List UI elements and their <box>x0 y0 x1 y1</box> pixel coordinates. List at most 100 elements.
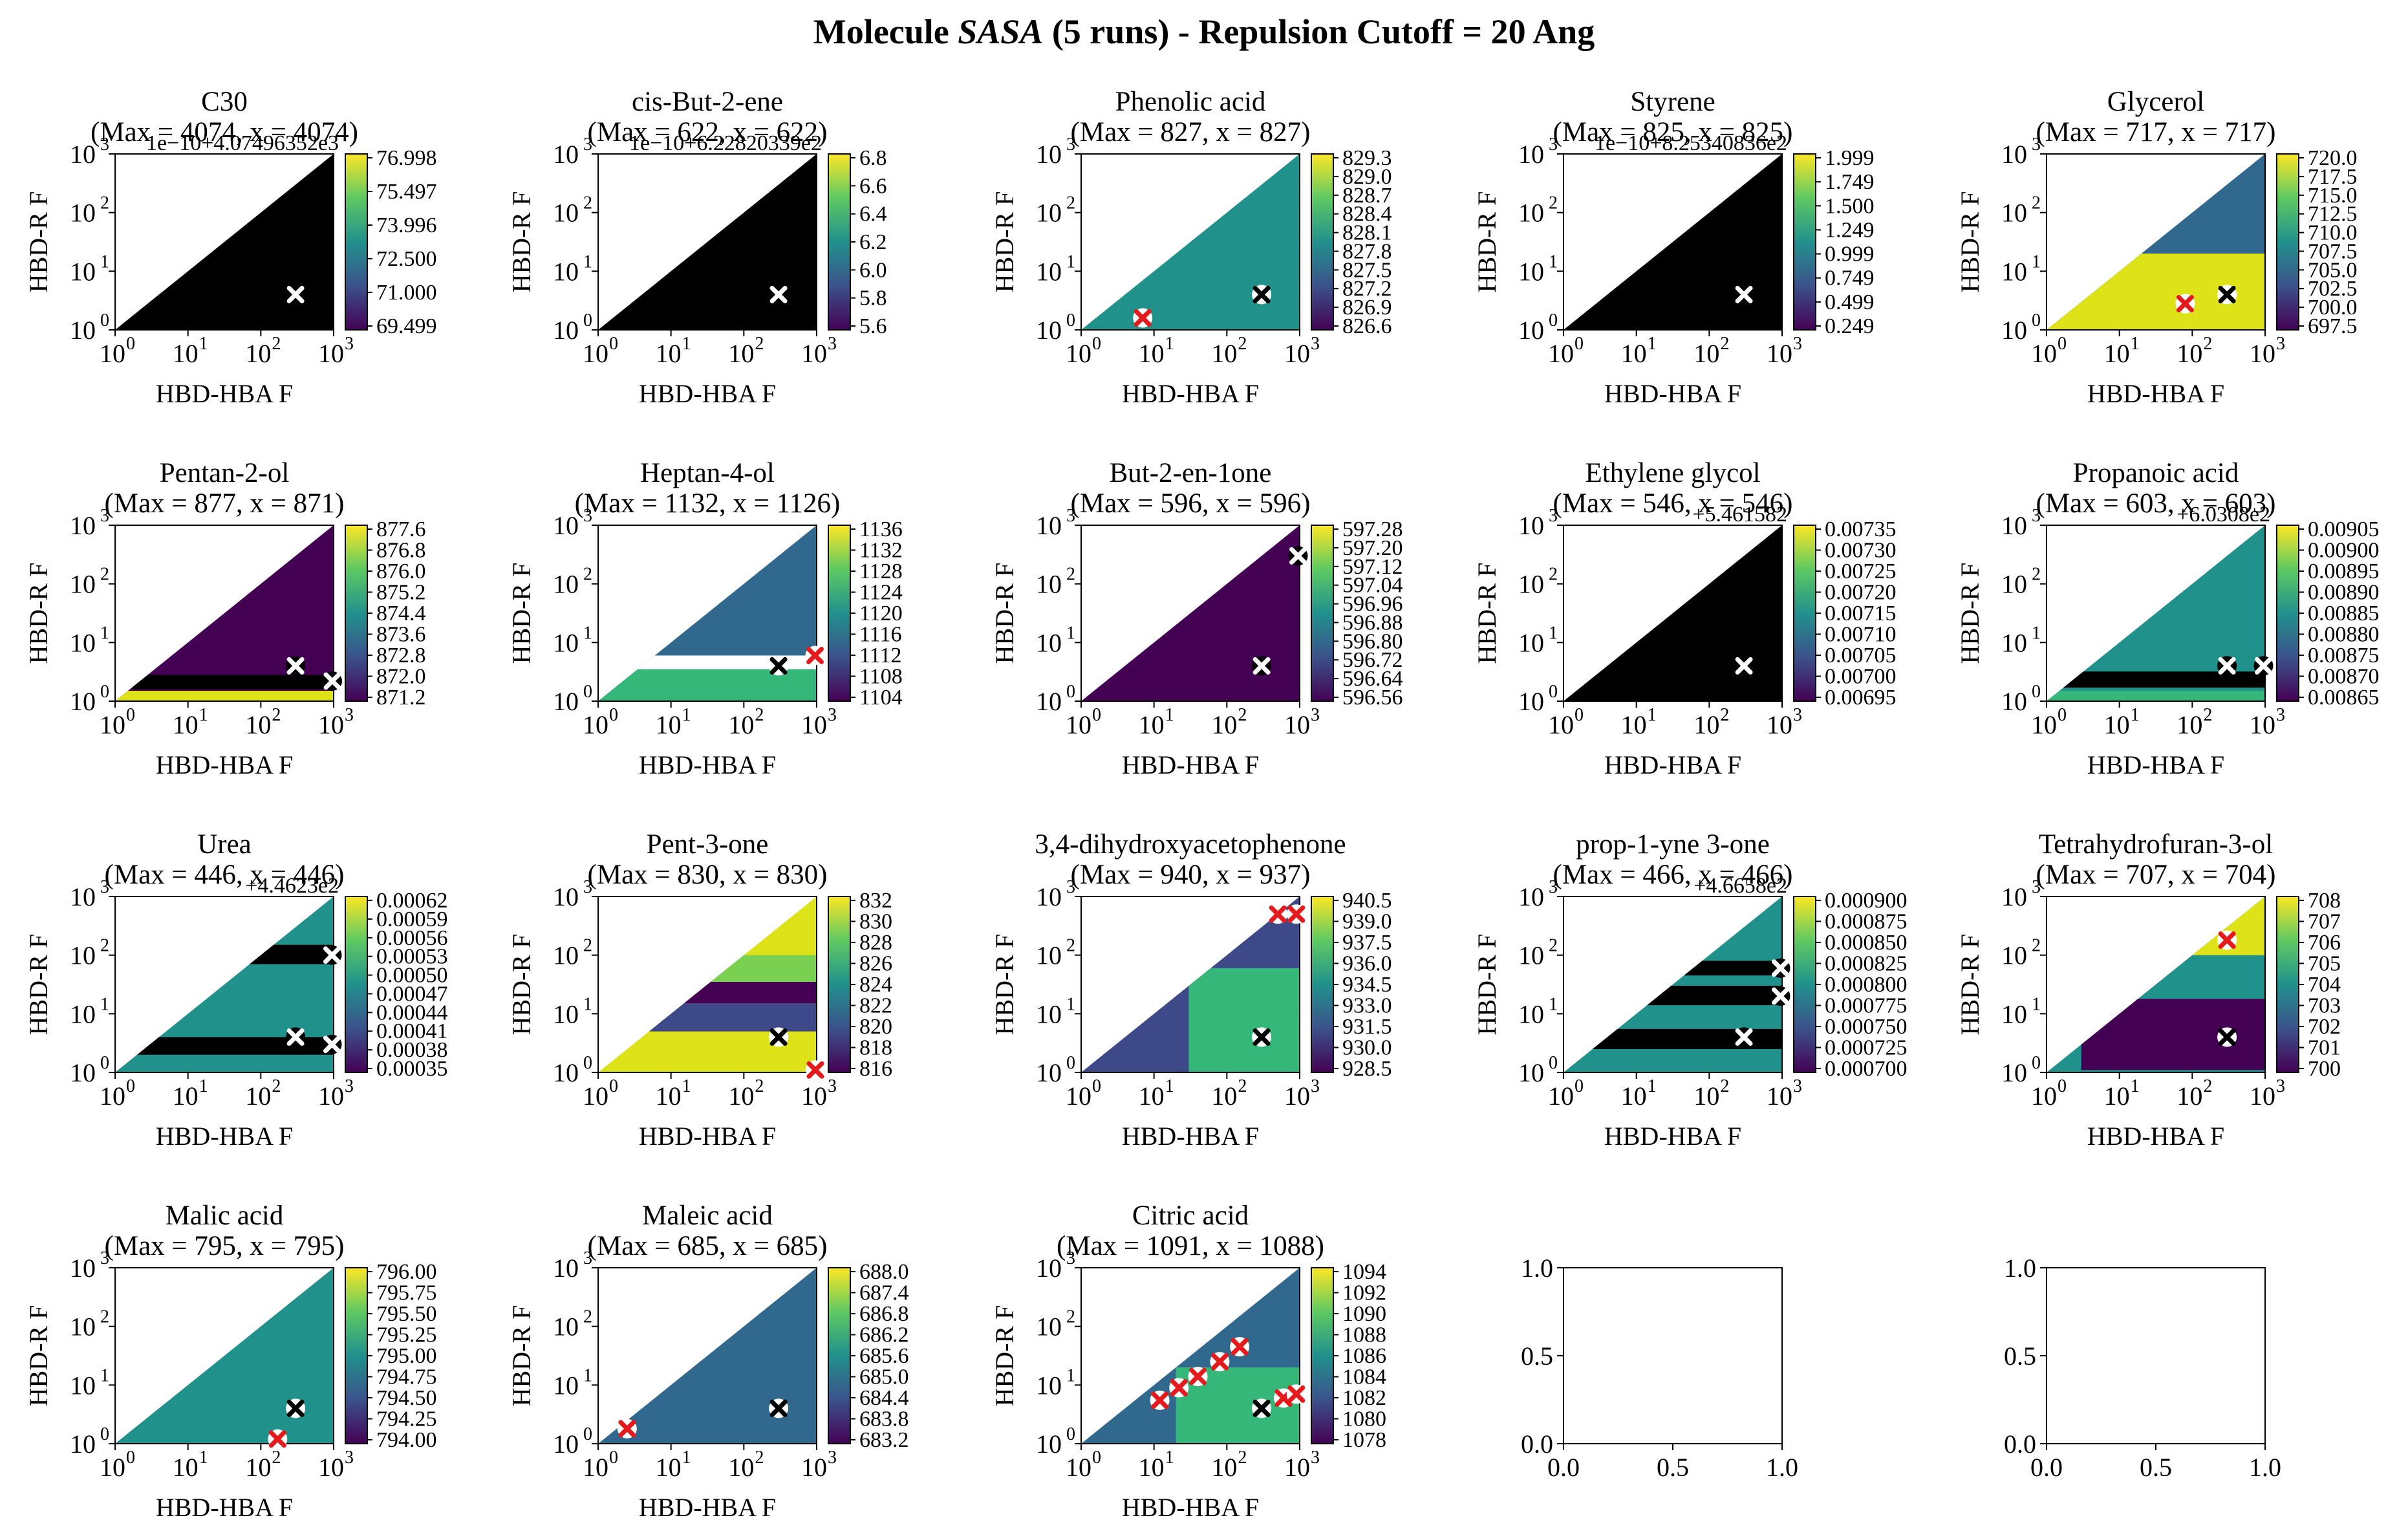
x-tick-exponent: 0 <box>1575 705 1584 725</box>
colorbar-tick-label: 5.8 <box>859 287 887 310</box>
y-tick-label: 10 <box>1036 1312 1062 1341</box>
optimum-marker <box>286 285 305 303</box>
colorbar-tick-label: 1112 <box>859 644 901 668</box>
x-tick-exponent: 3 <box>345 1076 354 1096</box>
colorbar-tick-label: 0.00041 <box>376 1019 448 1043</box>
y-tick-exponent: 1 <box>100 623 109 643</box>
x-tick-exponent: 0 <box>1092 1076 1101 1096</box>
panel-subtitle: (Max = 622, x = 622) <box>587 117 828 147</box>
x-axis-label: HBD-HBA F <box>1604 1122 1741 1151</box>
heatmap-fill <box>115 525 334 701</box>
colorbar-tick-label: 940.5 <box>1342 889 1392 913</box>
y-tick-exponent: 3 <box>1549 877 1558 897</box>
colorbar-tick-label: 597.28 <box>1342 517 1403 541</box>
x-axis-label: HBD-HBA F <box>2087 379 2224 408</box>
colorbar-tick-label: 71.000 <box>376 281 437 305</box>
heatmap-region <box>115 896 334 1072</box>
y-tick-exponent: 3 <box>583 1248 592 1268</box>
colorbar-tick-label: 0.00056 <box>376 926 448 950</box>
x-tick-label: 10 <box>100 1453 125 1482</box>
y-tick-exponent: 3 <box>583 135 592 155</box>
x-tick-exponent: 3 <box>345 705 354 725</box>
colorbar-tick-label: 822 <box>859 994 892 1018</box>
colorbar-offset-text: +6.0308e2 <box>2177 503 2270 527</box>
y-tick-exponent: 2 <box>1549 193 1558 213</box>
x-tick-label: 10 <box>2104 1081 2130 1111</box>
colorbar <box>1311 896 1334 1073</box>
heatmap-fill <box>1081 525 1300 701</box>
colorbar-tick-label: 827.8 <box>1342 239 1392 263</box>
x-tick-exponent: 3 <box>2276 334 2285 354</box>
colorbar-tick-label: 937.5 <box>1342 931 1392 955</box>
colorbar-offset-text: +5.461582 <box>1692 503 1787 527</box>
y-tick-exponent: 3 <box>1549 135 1558 155</box>
axes-frame <box>1080 153 1300 331</box>
colorbar-tick-label: 0.00880 <box>2308 623 2380 647</box>
colorbar-tick-label: 1082 <box>1342 1386 1386 1410</box>
y-tick-exponent: 1 <box>2032 623 2041 643</box>
x-axis-label: HBD-HBA F <box>156 379 293 408</box>
x-tick-label: 10 <box>173 710 199 739</box>
y-tick-label: 10 <box>1036 1371 1062 1400</box>
colorbar-tick-label: 829.0 <box>1342 165 1392 189</box>
subplot-20: 0.0 0.5 1.0 0.0 0.5 1.0 <box>2004 1254 2281 1482</box>
colorbar-tick-label: 0.000825 <box>1825 952 1908 976</box>
colorbar-tick-label: 0.00705 <box>1825 644 1897 668</box>
panel-title: cis-But-2-ene <box>631 87 784 117</box>
y-tick-label: 10 <box>1518 257 1544 286</box>
x-tick-label: 10 <box>656 1453 682 1482</box>
optimum-marker <box>2218 931 2236 950</box>
x-tick-exponent: 1 <box>2131 705 2140 725</box>
heatmap-region <box>1081 525 1300 701</box>
y-tick-exponent: 3 <box>100 1248 109 1268</box>
y-tick-label: 10 <box>1036 999 1062 1028</box>
x-tick-exponent: 1 <box>1648 1076 1657 1096</box>
optimum-marker <box>1252 657 1271 675</box>
y-tick-exponent: 1 <box>100 1365 109 1385</box>
y-tick-label: 10 <box>553 882 579 911</box>
colorbar-tick-label: 936.0 <box>1342 952 1392 976</box>
panel-subtitle: (Max = 546, x = 546) <box>1553 488 1793 519</box>
panel-subtitle: (Max = 707, x = 704) <box>2036 860 2276 890</box>
y-tick-label: 10 <box>2001 882 2027 911</box>
colorbar-tick-label: 5.6 <box>859 314 887 338</box>
colorbar-tick-label: 708 <box>2308 889 2341 913</box>
colorbar-tick-label: 6.2 <box>859 230 887 254</box>
panel-subtitle: (Max = 603, x = 603) <box>2036 488 2276 519</box>
optimum-marker <box>1170 1378 1188 1396</box>
panel-subtitle: (Max = 827, x = 827) <box>1070 117 1311 147</box>
x-tick-label: 10 <box>1693 339 1719 368</box>
colorbar-tick-label: 685.6 <box>859 1344 909 1368</box>
y-tick-exponent: 2 <box>1066 193 1075 213</box>
y-tick-exponent: 0 <box>1066 310 1075 331</box>
heatmap-region <box>598 896 817 1072</box>
colorbar <box>1793 896 1816 1073</box>
x-tick-exponent: 0 <box>1092 705 1101 725</box>
colorbar-tick-label: 0.00725 <box>1825 559 1897 583</box>
axes-frame <box>1563 1267 1783 1444</box>
axes-frame <box>1563 153 1783 331</box>
y-tick-exponent: 0 <box>1549 310 1558 331</box>
panel-title: Pentan-2-ol <box>159 458 290 488</box>
colorbar-tick-label: 0.00870 <box>2308 665 2380 689</box>
y-tick-exponent: 3 <box>583 877 592 897</box>
x-tick-exponent: 3 <box>2276 705 2285 725</box>
y-tick-label: 10 <box>1036 1254 1062 1283</box>
colorbar-tick-label: 596.80 <box>1342 629 1403 653</box>
y-tick-exponent: 3 <box>1066 506 1075 526</box>
x-tick-exponent: 0 <box>126 1448 135 1468</box>
y-tick-label: 10 <box>553 999 579 1028</box>
x-tick-exponent: 2 <box>1238 1076 1247 1096</box>
colorbar-tick-label: 73.996 <box>376 213 437 237</box>
optimum-marker <box>806 646 824 664</box>
colorbar-tick-label: 874.4 <box>376 602 426 625</box>
y-tick-label: 10 <box>1036 1058 1062 1087</box>
heatmap-region <box>598 1268 817 1444</box>
colorbar <box>828 1267 851 1444</box>
colorbar-tick-label: 872.0 <box>376 665 426 689</box>
optimum-marker <box>769 285 788 303</box>
colorbar-tick-label: 0.00900 <box>2308 539 2380 563</box>
